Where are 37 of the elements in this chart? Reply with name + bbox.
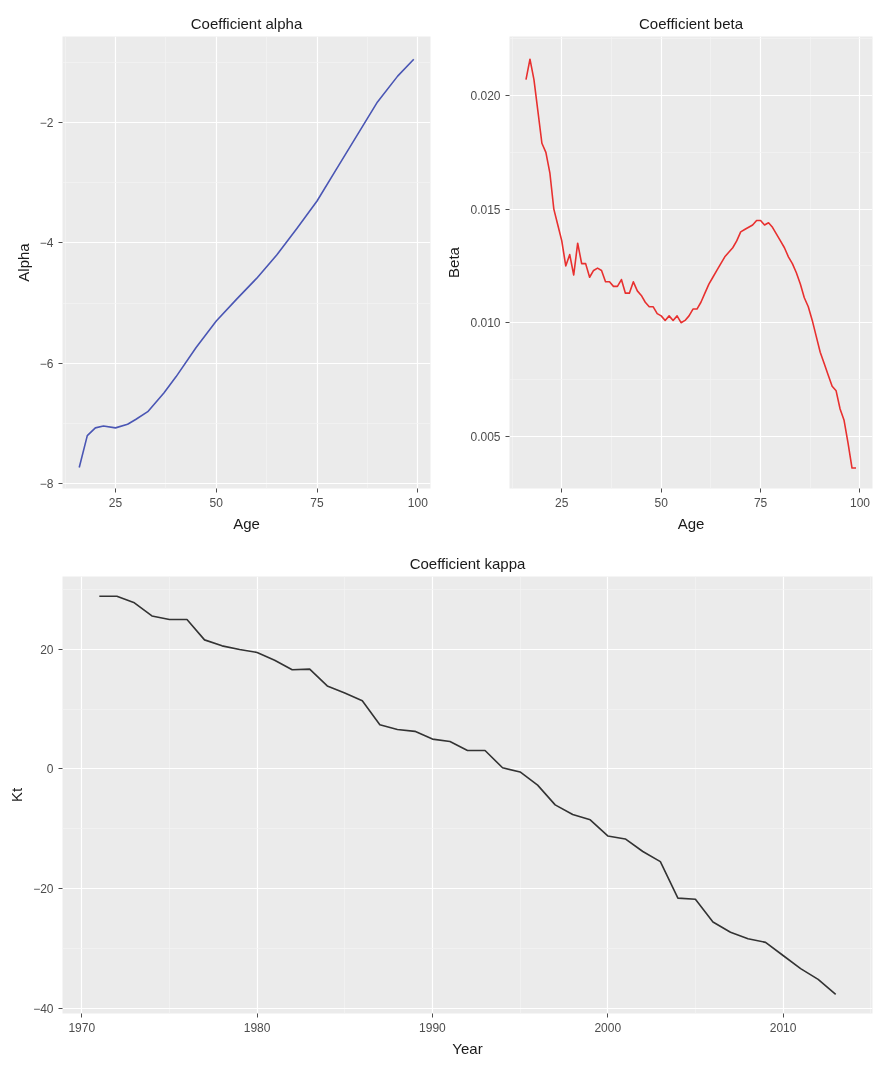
chart-title: Coefficient alpha [190,14,303,32]
y-tick-label: 0.020 [470,89,501,104]
x-tick-label: 25 [108,495,123,510]
y-tick-label: −4 [39,236,54,251]
y-axis-title: Beta [445,246,463,278]
x-tick-label: 75 [753,495,768,510]
chart-title: Coefficient beta [639,14,744,32]
y-tick-label: −6 [39,356,54,371]
y-tick-label: 20 [40,642,54,657]
x-tick-label: 100 [849,495,871,510]
line-series [78,58,415,469]
y-tick-label: −40 [33,1001,54,1016]
x-tick-label: 50 [654,495,669,510]
y-tick-label: 0.010 [470,316,501,331]
x-tick-label: 1990 [419,1020,447,1035]
chart-title: Coefficient kappa [409,554,526,572]
x-tick-label: 25 [555,495,569,510]
y-tick-label: −8 [39,476,54,491]
y-axis-title: Alpha [14,242,32,282]
x-tick-label: 75 [310,495,325,510]
y-axis-title: Kt [8,787,26,803]
x-tick-label: 100 [407,495,429,510]
y-tick-label: 0.015 [470,202,501,217]
y-tick-label: −2 [39,116,54,131]
x-tick-label: 2000 [594,1020,622,1035]
y-tick-label: −20 [33,882,54,897]
y-tick-label: 0 [46,762,54,777]
x-tick-label: 1980 [243,1020,271,1035]
x-tick-label: 50 [209,495,224,510]
line-series [525,58,857,469]
x-axis-title: Age [233,514,260,532]
y-tick-label: 0.005 [470,429,501,444]
line-series [98,595,837,996]
x-axis-title: Age [677,514,705,532]
x-tick-label: 2010 [769,1020,797,1035]
x-tick-label: 1970 [68,1020,96,1035]
x-axis-title: Year [452,1039,483,1057]
